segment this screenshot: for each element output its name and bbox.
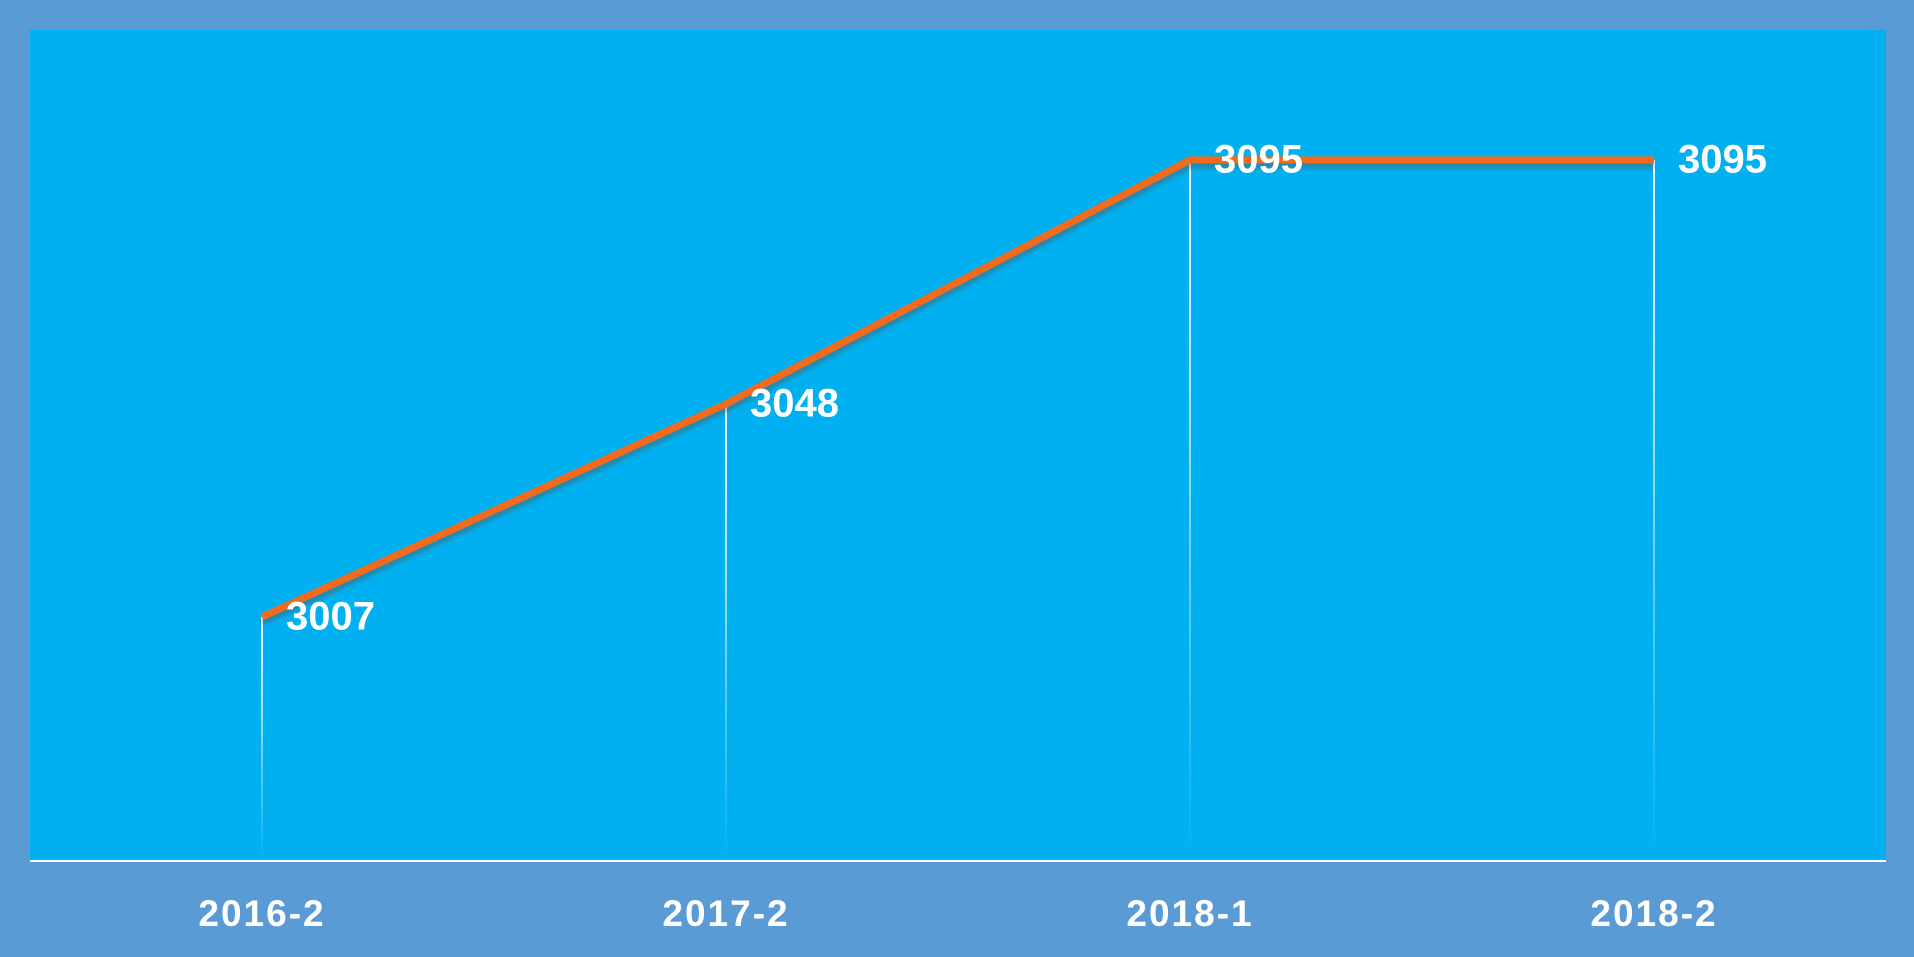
drop-line — [725, 403, 727, 861]
x-tick-label: 2016-2 — [198, 893, 325, 934]
data-label: 3095 — [1678, 137, 1767, 181]
drop-line — [1189, 159, 1191, 861]
data-label: 3007 — [286, 594, 375, 638]
plot-area — [30, 30, 1886, 861]
line — [260, 156, 1654, 621]
drop-line — [1653, 159, 1655, 861]
x-tick-label: 2017-2 — [662, 893, 789, 934]
drop-line — [261, 616, 263, 861]
data-label: 3095 — [1214, 137, 1303, 181]
data-label: 3048 — [750, 382, 839, 426]
x-tick-label: 2018-1 — [1126, 893, 1253, 934]
x-tick-label: 2018-2 — [1590, 893, 1717, 934]
